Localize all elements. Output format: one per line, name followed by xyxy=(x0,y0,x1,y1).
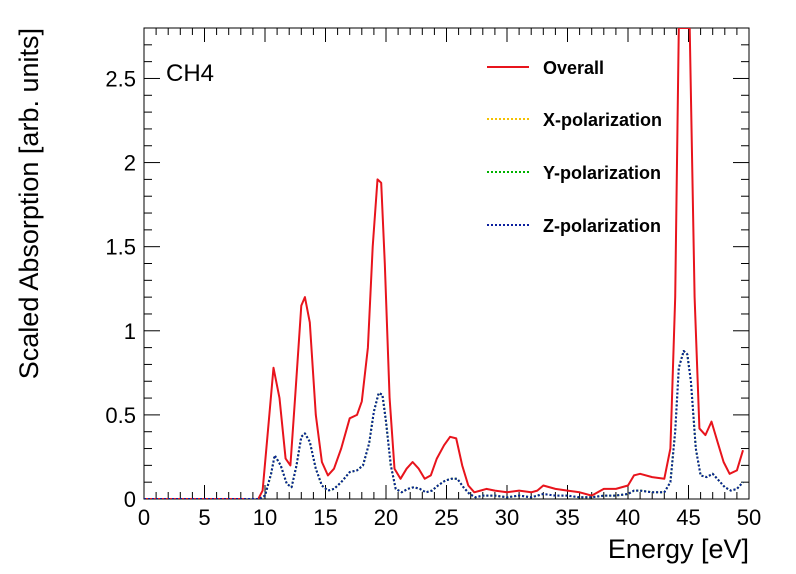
legend-label: Z-polarization xyxy=(543,216,661,236)
x-axis-title: Energy [eV] xyxy=(608,534,749,564)
x-tick-label: 35 xyxy=(555,505,579,530)
x-tick-label: 0 xyxy=(138,505,150,530)
x-tick-label: 20 xyxy=(374,505,398,530)
plot-frame xyxy=(143,27,750,500)
x-tick-label: 10 xyxy=(253,505,277,530)
x-tick-label: 40 xyxy=(616,505,640,530)
x-tick-label: 15 xyxy=(313,505,337,530)
legend-label: Overall xyxy=(543,58,604,78)
x-tick-label: 30 xyxy=(495,505,519,530)
y-tick-label: 0.5 xyxy=(105,403,136,428)
series-line-overall xyxy=(144,28,744,499)
x-tick-label: 50 xyxy=(737,505,761,530)
y-tick-label: 2 xyxy=(124,151,136,176)
x-tick-label: 5 xyxy=(198,505,210,530)
y-tick-label: 2.5 xyxy=(105,66,136,91)
axis-ticks: 0 5 10 15 20 25 30 35 40 45 50 0 0.5 1 1.5 2 2.5 xyxy=(105,27,761,530)
y-tick-label: 0 xyxy=(124,487,136,512)
y-tick-label: 1 xyxy=(124,319,136,344)
legend-label: Y-polarization xyxy=(543,163,661,183)
y-axis-title: Scaled Absorption [arb. units] xyxy=(14,28,44,379)
x-tick-label: 45 xyxy=(676,505,700,530)
x-tick-label: 25 xyxy=(434,505,458,530)
legend: Overall X-polarization Y-polarization Z-pol… xyxy=(487,58,662,236)
y-tick-label: 1.5 xyxy=(105,235,136,260)
series-line-z-polarization xyxy=(144,350,744,499)
chart-annotation: CH4 xyxy=(166,60,214,87)
series-layer xyxy=(144,28,744,499)
legend-label: X-polarization xyxy=(543,110,662,130)
